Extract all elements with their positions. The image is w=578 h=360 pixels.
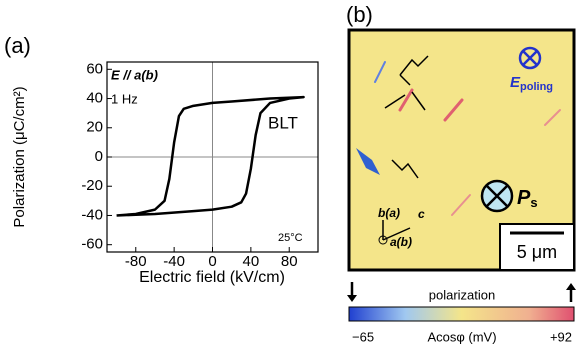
panel-label: (b) bbox=[346, 2, 373, 27]
x-axis-label: Electric field (kV/cm) bbox=[139, 269, 285, 286]
annotation: 1 Hz bbox=[111, 91, 138, 106]
y-tick-label: -40 bbox=[81, 206, 103, 223]
y-tick-label: 0 bbox=[95, 148, 103, 165]
figure: (a) Polarization (μC/cm²) Electric field… bbox=[0, 0, 578, 355]
y-axis-label: Polarization (μC/cm²) bbox=[11, 86, 28, 227]
annotation: BLT bbox=[268, 113, 298, 132]
colorbar-tick-label: −65 bbox=[352, 329, 374, 344]
colorbar-tick-label: +92 bbox=[550, 329, 572, 344]
arrowhead bbox=[347, 295, 357, 302]
scale-label: 5 μm bbox=[517, 242, 557, 262]
axis-label: b(a) bbox=[378, 206, 400, 220]
x-tick-label: 80 bbox=[281, 253, 298, 270]
colorbar-label: Acosφ (mV) bbox=[427, 329, 496, 344]
x-tick-label: -40 bbox=[163, 253, 185, 270]
axis-label: c bbox=[418, 207, 425, 221]
p: P bbox=[517, 187, 531, 209]
annotation: 25°C bbox=[278, 232, 303, 244]
y-tick-label: -60 bbox=[81, 236, 103, 253]
colorbar-title: polarization bbox=[429, 287, 496, 302]
x-tick-label: -80 bbox=[125, 253, 147, 270]
colorbar bbox=[349, 307, 574, 321]
x-tick-label: 0 bbox=[208, 253, 216, 270]
y-tick-label: 60 bbox=[86, 60, 103, 77]
panel-label: (a) bbox=[4, 33, 31, 58]
sub: s bbox=[530, 195, 537, 210]
annotation: E // a(b) bbox=[111, 67, 158, 82]
y-tick-label: 20 bbox=[86, 119, 103, 136]
sub: poling bbox=[520, 81, 553, 93]
axis-label: a(b) bbox=[390, 235, 412, 249]
y-tick-label: -20 bbox=[81, 177, 103, 194]
y-tick-label: 40 bbox=[86, 90, 103, 107]
x-tick-label: 40 bbox=[243, 253, 260, 270]
arrowhead bbox=[566, 283, 576, 290]
